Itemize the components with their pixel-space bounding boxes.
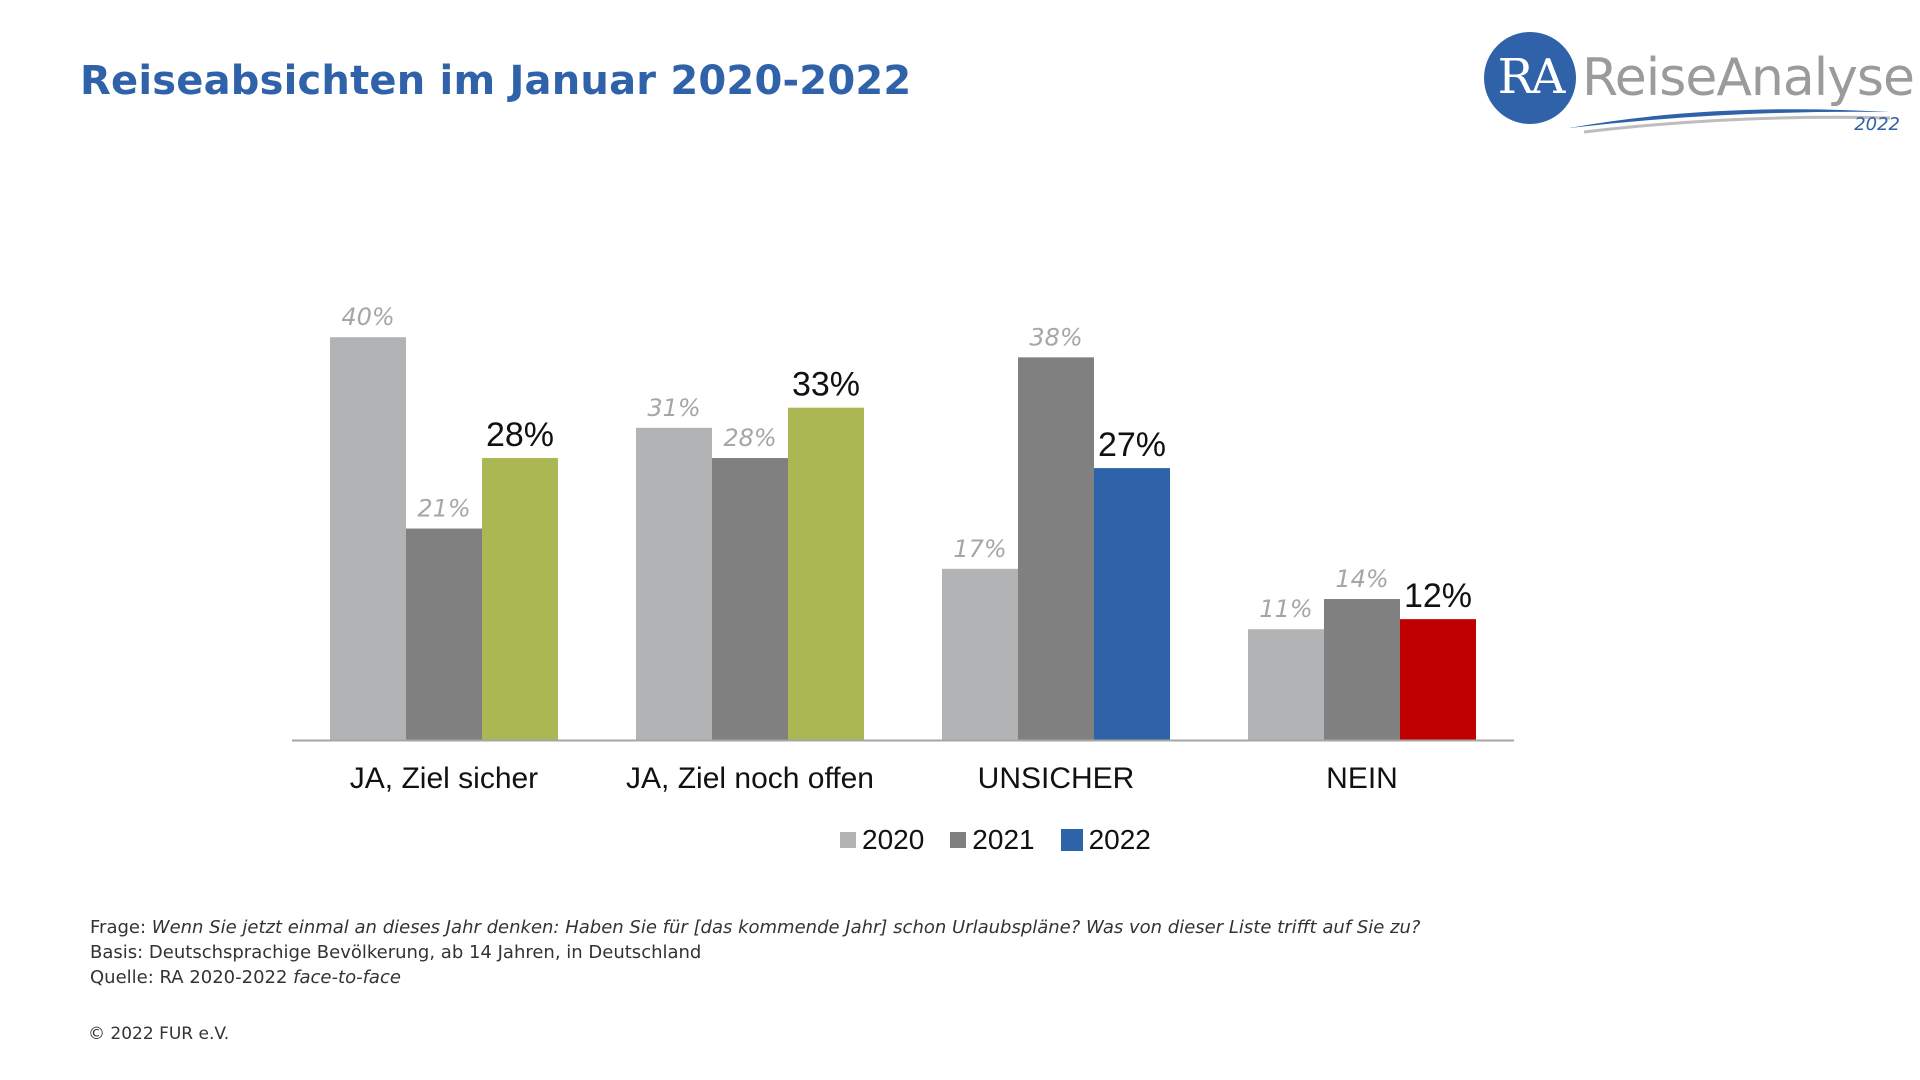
legend-swatch-2022 [1060,829,1083,851]
footnotes: Frage: Wenn Sie jetzt einmal an dieses J… [90,915,1420,990]
legend-label-2021: 2021 [972,824,1035,855]
bar-2021-3 [1324,599,1400,740]
bar-2021-0 [406,528,482,740]
category-label-1: JA, Ziel noch offen [626,762,874,795]
logo-circle [1484,32,1576,124]
copyright: © 2022 FUR e.V. [88,1024,230,1044]
legend-item-2020: 2020 [840,824,924,856]
footnote-question: Frage: Wenn Sie jetzt einmal an dieses J… [90,915,1420,940]
logo-swoosh-icon [1569,109,1891,134]
legend-swatch-2021 [950,832,967,848]
bar-2020-3 [1248,629,1324,740]
footnote-basis: Basis: Deutschsprachige Bevölkerung, ab … [90,942,702,963]
logo-brand: ReiseAnalyse [1582,48,1915,108]
data-label-2020-3: 11% [1259,595,1312,623]
data-label-2022-0: 28% [486,416,554,454]
data-label-2021-0: 21% [417,495,470,523]
data-label-2021-2: 38% [1029,323,1082,351]
logo-mark: RA [1497,49,1566,105]
data-label-2022-1: 33% [792,366,860,404]
data-label-2020-0: 40% [341,303,394,331]
chart-legend: 2020 2021 2022 [840,824,1151,856]
logo-year: 2022 [1854,114,1900,135]
footnote-question-text: Wenn Sie jetzt einmal an dieses Jahr den… [151,917,1421,938]
data-label-2021-1: 28% [723,424,776,452]
legend-item-2021: 2021 [950,824,1035,856]
category-label-0: JA, Ziel sicher [350,762,538,795]
legend-label-2020: 2020 [862,824,925,855]
data-label-2021-3: 14% [1335,565,1388,593]
legend-item-2022: 2022 [1060,824,1151,856]
footnote-source: Quelle: RA 2020-2022 face-to-face [90,965,1420,990]
page-title: Reiseabsichten im Januar 2020-2022 [80,58,912,104]
data-label-2022-2: 27% [1098,426,1166,464]
legend-label-2022: 2022 [1088,824,1151,855]
data-label-2020-2: 17% [953,535,1006,563]
bar-2022-3 [1400,619,1476,740]
category-label-2: UNSICHER [978,762,1135,795]
footnote-source-method: face-to-face [293,967,401,988]
bar-2020-1 [636,427,712,740]
footnote-question-label: Frage: [90,917,152,938]
reiseanalyse-logo: RA ReiseAnalyse 2022 [1484,28,1915,144]
bar-2020-2 [942,568,1018,740]
footnote-source-label: Quelle: RA 2020-2022 [90,967,294,988]
category-label-3: NEIN [1326,762,1398,795]
bar-2021-1 [712,458,788,740]
bar-2021-2 [1018,357,1094,740]
bar-2022-2 [1094,468,1170,740]
bar-2022-0 [482,458,558,740]
bar-2022-1 [788,407,864,740]
legend-swatch-2020 [840,832,856,848]
data-label-2020-1: 31% [647,394,700,422]
bar-2020-0 [330,337,406,740]
data-label-2022-3: 12% [1404,577,1472,615]
